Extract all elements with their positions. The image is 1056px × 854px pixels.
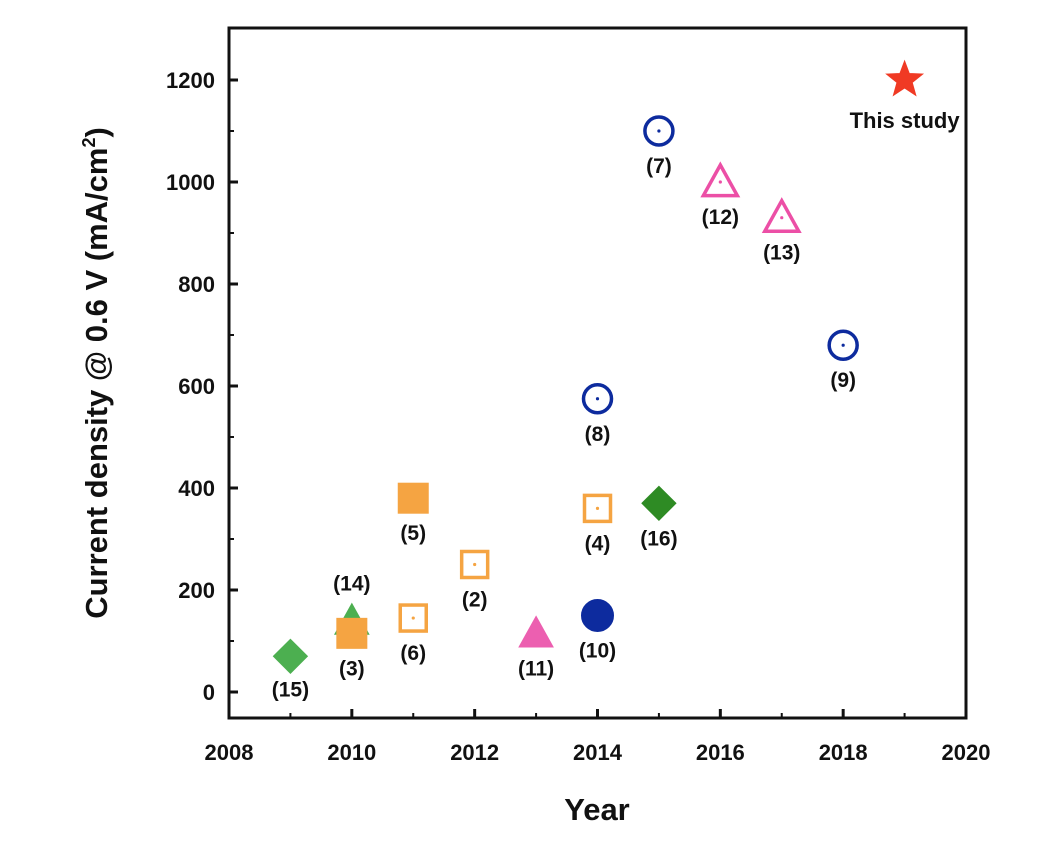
data-point-center-dot xyxy=(841,343,845,347)
y-tick-label: 1200 xyxy=(166,68,215,93)
data-point-square xyxy=(397,482,429,514)
data-point-center-dot xyxy=(718,180,722,184)
data-point-label: (4) xyxy=(585,532,611,555)
y-tick-label: 200 xyxy=(178,578,215,603)
data-point-label: (16) xyxy=(640,527,677,550)
data-point-circle xyxy=(643,115,675,147)
data-point-circle xyxy=(581,383,614,415)
data-point-square xyxy=(582,493,613,524)
data-point-center-dot xyxy=(780,216,784,220)
y-axis-title-main: Current density @ 0.6 V (mA/cm xyxy=(79,148,114,619)
data-point-triangle xyxy=(518,615,554,648)
data-point-label: (14) xyxy=(333,573,370,596)
data-point-label: (9) xyxy=(830,369,856,392)
data-point-label: (2) xyxy=(462,589,488,612)
data-point-square xyxy=(336,617,368,649)
data-point-label: (10) xyxy=(579,640,616,663)
x-tick-label: 2016 xyxy=(696,740,745,765)
data-point-square xyxy=(398,603,428,633)
y-tick-label: 400 xyxy=(178,476,215,501)
data-point-label: (11) xyxy=(518,657,554,680)
y-tick-label: 0 xyxy=(203,680,215,705)
y-axis-title-superscript: 2 xyxy=(79,138,99,148)
y-tick-label: 600 xyxy=(178,374,215,399)
data-point-label: (12) xyxy=(702,206,739,229)
x-tick-label: 2014 xyxy=(573,740,623,765)
data-point-diamond xyxy=(272,638,309,675)
x-tick-label: 2012 xyxy=(450,740,499,765)
data-points: (15) (14) (3) (6) (5) (2) (11) (10) (4) (8) (16) (7… xyxy=(272,59,961,701)
data-point-circle xyxy=(827,329,859,361)
data-point-star xyxy=(885,59,925,97)
x-tick-label: 2010 xyxy=(327,740,376,765)
y-tick-label: 800 xyxy=(178,272,215,297)
data-point-label: (13) xyxy=(763,242,800,265)
data-point-center-dot xyxy=(473,562,477,567)
data-point-center-dot xyxy=(411,616,415,620)
data-point-label: (15) xyxy=(272,678,309,701)
x-tick-label: 2008 xyxy=(205,740,254,765)
data-point-triangle xyxy=(761,197,802,234)
data-point-square xyxy=(459,549,490,580)
data-point-triangle xyxy=(700,161,741,198)
data-point-center-dot xyxy=(595,506,600,510)
y-axis-title: Current density @ 0.6 V (mA/cm2) xyxy=(79,127,114,619)
data-point-diamond xyxy=(641,485,677,522)
data-point-label: (6) xyxy=(400,642,426,665)
x-axis-ticks: 2008 2010 2012 2014 2016 2018 2020 xyxy=(205,709,991,765)
y-axis-ticks: 0 200 400 600 800 1000 1200 xyxy=(166,68,238,705)
x-tick-label: 2018 xyxy=(819,740,868,765)
x-axis-title: Year xyxy=(564,792,630,827)
data-point-label: (3) xyxy=(339,657,365,680)
data-point-label: (7) xyxy=(646,155,672,178)
data-point-circle xyxy=(581,599,614,632)
y-axis-title-close: ) xyxy=(79,127,114,137)
data-point-label: (5) xyxy=(400,522,426,545)
this-study-label: This study xyxy=(850,108,961,133)
y-tick-label: 1000 xyxy=(166,170,215,195)
data-point-label: (8) xyxy=(585,423,611,446)
x-tick-label: 2020 xyxy=(942,740,991,765)
data-point-center-dot xyxy=(595,397,600,401)
data-point-center-dot xyxy=(657,129,661,133)
